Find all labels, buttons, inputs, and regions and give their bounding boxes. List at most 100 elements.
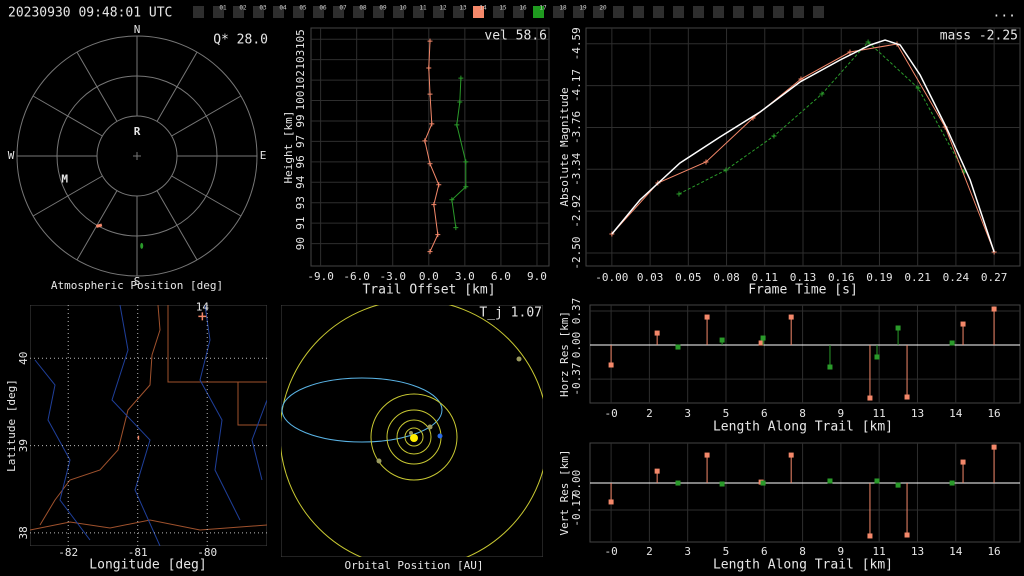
x-tick-label: 0.21 [904, 271, 931, 284]
point [904, 532, 910, 538]
point [874, 354, 880, 360]
x-tick-label: -81 [128, 546, 148, 559]
point [771, 133, 777, 139]
track [95, 223, 103, 228]
point [703, 159, 709, 165]
spoke [76, 51, 118, 122]
frame-box[interactable] [493, 6, 504, 18]
x-tick-label: 0.24 [943, 271, 970, 284]
frame-box[interactable] [573, 6, 584, 18]
y-tick-label: 40 [17, 352, 30, 365]
frame-box[interactable] [453, 6, 464, 18]
frame-box[interactable] [733, 6, 744, 18]
frame-box[interactable] [633, 6, 644, 18]
spoke [32, 175, 103, 217]
spoke [32, 95, 103, 137]
point [427, 161, 433, 167]
x-axis-label: Longitude [deg] [89, 558, 206, 573]
y-tick-label: 93 [294, 196, 307, 209]
point [960, 321, 966, 327]
frame-box[interactable] [193, 6, 204, 18]
frame-box[interactable] [233, 6, 244, 18]
frame-box[interactable] [553, 6, 564, 18]
point [760, 335, 766, 341]
panel [310, 27, 550, 267]
frame-label: 16 [519, 5, 527, 12]
frame-box[interactable] [413, 6, 424, 18]
point [422, 138, 428, 144]
frame-box[interactable] [613, 6, 624, 18]
point [431, 202, 437, 208]
point [453, 225, 459, 231]
spoke [171, 175, 242, 217]
frame-box[interactable] [653, 6, 664, 18]
y-tick-label: 105 [294, 29, 307, 49]
frame-box[interactable] [273, 6, 284, 18]
x-tick-label: 13 [911, 407, 924, 420]
frame-box[interactable] [693, 6, 704, 18]
y-tick-label: -3.76 [570, 111, 583, 144]
frame-box[interactable] [333, 6, 344, 18]
point [788, 452, 794, 458]
point [608, 362, 614, 368]
frame-box[interactable] [393, 6, 404, 18]
frame-box[interactable] [353, 6, 364, 18]
frame-box[interactable] [513, 6, 524, 18]
timestamp: 20230930 09:48:01 UTC [8, 6, 172, 21]
frame-label: 02 [239, 5, 247, 12]
point [676, 191, 682, 197]
point [991, 444, 997, 450]
y-tick-label: -0.17 [570, 493, 583, 526]
frame-box[interactable] [673, 6, 684, 18]
point [991, 306, 997, 312]
series-line [611, 39, 995, 253]
x-tick-label: -9.0 [307, 270, 334, 283]
x-tick-label: -0 [604, 545, 617, 558]
frame-box[interactable] [373, 6, 384, 18]
frame-label: 06 [319, 5, 327, 12]
point [949, 480, 955, 486]
point [457, 99, 463, 105]
x-tick-label: 2 [646, 545, 653, 558]
frame-box[interactable] [213, 6, 224, 18]
y-axis-label: Horz Res [km] [558, 311, 571, 397]
x-tick-label: 9 [838, 407, 845, 420]
direction-label: S [134, 275, 141, 288]
x-tick-label: 8 [799, 407, 806, 420]
frame-box[interactable] [253, 6, 264, 18]
x-tick-label: 13 [911, 545, 924, 558]
annotation: mass -2.25 [940, 29, 1018, 44]
x-tick-label: 6.0 [491, 270, 511, 283]
frame-box[interactable] [533, 6, 544, 18]
x-tick-label: 0.03 [637, 271, 664, 284]
point [463, 159, 469, 165]
station-marker: M [61, 172, 68, 185]
point [719, 481, 725, 487]
frame-box[interactable] [813, 6, 824, 18]
station-label: 14 [196, 300, 210, 313]
frame-box[interactable] [593, 6, 604, 18]
frame-label: 07 [339, 5, 347, 12]
point [435, 232, 441, 238]
x-tick-label: 0.16 [828, 271, 855, 284]
frame-box[interactable] [773, 6, 784, 18]
menu[interactable]: ... [993, 6, 1016, 21]
point [704, 314, 710, 320]
frame-box[interactable] [293, 6, 304, 18]
frame-box[interactable] [473, 6, 484, 18]
frame-box[interactable] [713, 6, 724, 18]
point [847, 49, 853, 55]
point [949, 340, 955, 346]
station-marker: R [134, 125, 141, 138]
y-tick-label: 91 [294, 217, 307, 230]
x-tick-label: 0.13 [790, 271, 817, 284]
frame-box[interactable] [753, 6, 764, 18]
y-axis-label: Absolute Magnitude [558, 87, 571, 206]
track-point [140, 242, 144, 249]
frame-box[interactable] [433, 6, 444, 18]
x-tick-label: 11 [873, 545, 886, 558]
frame-box[interactable] [793, 6, 804, 18]
frame-box[interactable] [313, 6, 324, 18]
point [915, 85, 921, 91]
